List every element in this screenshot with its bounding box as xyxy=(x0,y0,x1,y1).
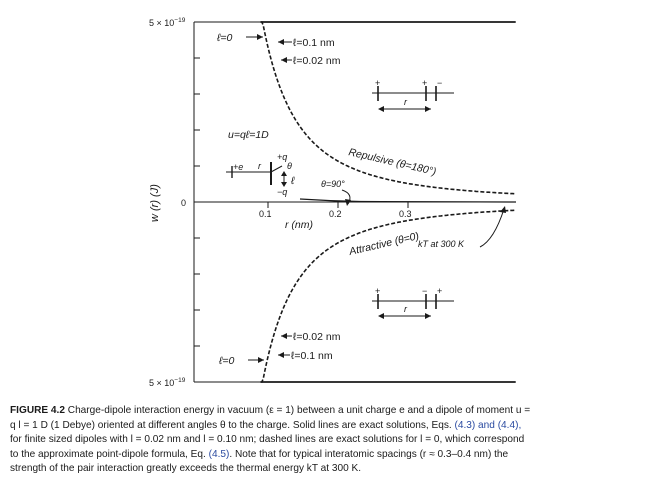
inset-top-plus-charge: + xyxy=(375,78,380,88)
bot-arrowhead-l01 xyxy=(278,352,284,358)
plus-e-label: +e xyxy=(233,162,243,172)
y-axis-title: w (r) (J) xyxy=(149,184,161,222)
x-tick-label-2: 0.2 xyxy=(329,209,342,219)
inset-top-arrowR xyxy=(425,106,431,112)
inset-top-minus-dipole: − xyxy=(437,78,442,88)
caption-line4a: to the approximate point-dipole formula,… xyxy=(10,448,209,460)
top-arrowhead-l0 xyxy=(257,34,263,40)
caption-line1: Charge-dipole interaction energy in vacu… xyxy=(64,405,531,416)
y-zero-label: 0 xyxy=(181,198,186,208)
top-label-l002: ℓ=0.02 nm xyxy=(293,55,341,67)
caption-line5: strength of the pair interaction greatly… xyxy=(10,463,362,474)
inset-top-r: r xyxy=(404,97,408,107)
theta90-curve xyxy=(299,198,517,203)
ell-arrowhead-up xyxy=(281,171,287,176)
inset-bot-minus-dipole: − xyxy=(422,286,427,296)
caption-ref-eq[interactable]: (4.3) and (4.4), xyxy=(454,419,522,431)
caption-line3: for finite sized dipoles with l = 0.02 n… xyxy=(10,434,525,445)
bot-arrowhead-l0 xyxy=(258,357,264,363)
inset-bot-arrowR xyxy=(425,313,431,319)
theta90-label: θ=90° xyxy=(321,179,345,189)
dipole-arm xyxy=(270,165,283,173)
ell-arrowhead-down xyxy=(281,182,287,187)
dipole-schematic: +e r +q θ −q ℓ xyxy=(226,152,295,197)
x-tick-label-1: 0.1 xyxy=(259,209,272,219)
bot-label-l002: ℓ=0.02 nm xyxy=(293,331,341,343)
kT-arrow xyxy=(479,208,505,248)
attractive-l0-curve xyxy=(260,209,516,383)
figure-plot: 5 × 10−19 0 5 × 10−19 w (r) (J) 0.1 0.2 … xyxy=(149,17,517,388)
theta90-arrowhead xyxy=(345,199,351,206)
repulsive-label: Repulsive (θ=180°) xyxy=(347,146,437,178)
inset-top-plus-dipole: + xyxy=(422,78,427,88)
top-label-l01: ℓ=0.1 nm xyxy=(293,37,335,49)
bot-arrowhead-l002 xyxy=(281,333,287,339)
inset-bot-plus-dipole: + xyxy=(437,286,442,296)
top-label-l0: ℓ=0 xyxy=(216,32,233,44)
bot-label-l0: ℓ=0 xyxy=(218,355,235,367)
curves-group xyxy=(260,21,517,383)
y-bottom-label: 5 × 10−19 xyxy=(149,377,186,388)
caption-ref-eq45[interactable]: (4.5) xyxy=(208,448,230,460)
caption-line2: q l = 1 D (1 Debye) oriented at differen… xyxy=(10,419,455,431)
inset-bot-arrowL xyxy=(378,313,384,319)
r-small-label: r xyxy=(258,161,262,171)
plus-q-label: +q xyxy=(277,152,287,162)
inset-bot-r: r xyxy=(404,304,408,314)
theta-label: θ xyxy=(287,161,292,171)
minus-q-label: −q xyxy=(277,187,287,197)
y-top-label: 5 × 10−19 xyxy=(149,17,186,28)
inset-bot-plus-charge: + xyxy=(375,286,380,296)
bot-label-l01: ℓ=0.1 nm xyxy=(291,350,333,362)
figure-caption: FIGURE 4.2 Charge-dipole interaction ene… xyxy=(10,404,658,477)
u-formula-label: u=qℓ=1D xyxy=(228,129,269,141)
inset-repulsive xyxy=(372,86,454,110)
top-arrowhead-l01 xyxy=(278,39,284,45)
inset-attractive xyxy=(372,294,454,317)
repulsive-l0-curve xyxy=(260,21,516,195)
caption-line4b: . Note that for typical interatomic spac… xyxy=(229,448,509,460)
kT-arrowhead xyxy=(500,206,506,213)
ell-small-label: ℓ xyxy=(290,175,295,187)
kT-label: kT at 300 K xyxy=(418,239,465,249)
inset-top-arrowL xyxy=(378,106,384,112)
caption-label: FIGURE 4.2 xyxy=(10,405,65,416)
top-arrowhead-l002 xyxy=(281,57,287,63)
x-tick-label-3: 0.3 xyxy=(399,209,412,219)
x-axis-title: r (nm) xyxy=(285,219,313,231)
